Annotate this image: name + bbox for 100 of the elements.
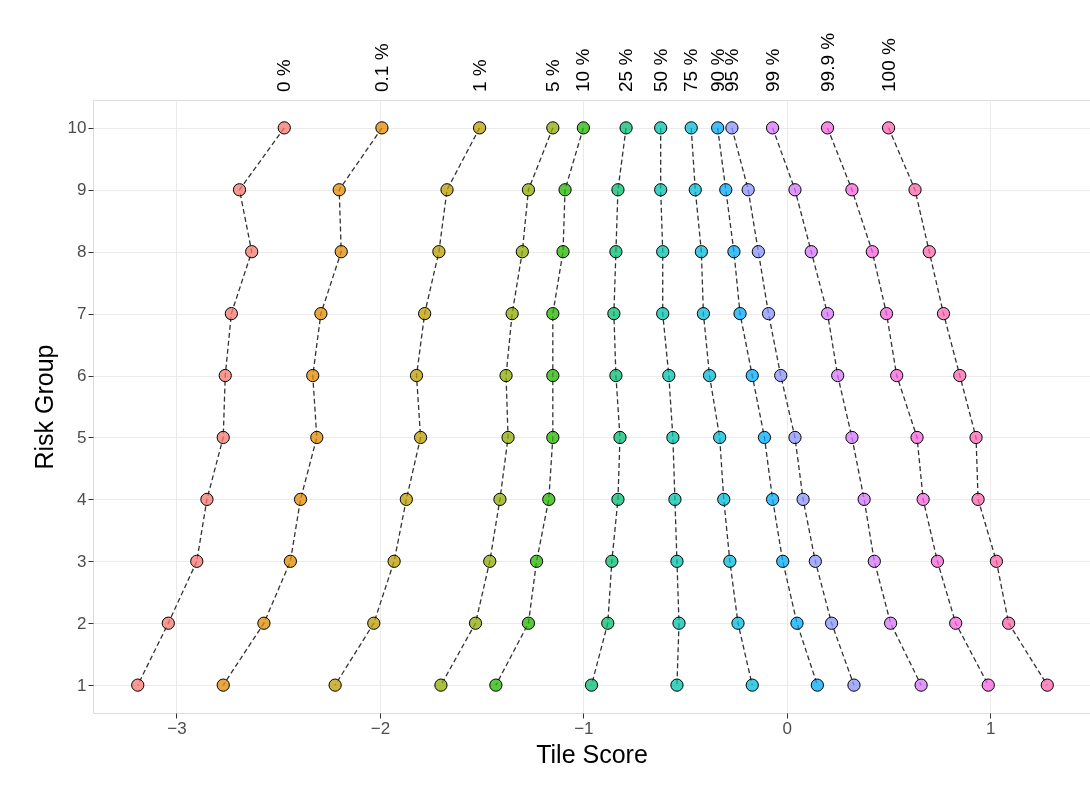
point <box>845 183 859 197</box>
text: 25 % <box>615 48 637 92</box>
point <box>601 616 615 630</box>
point <box>546 307 560 321</box>
point <box>666 430 680 445</box>
x-tick-label: −3 <box>167 718 187 738</box>
point <box>857 492 871 506</box>
point <box>328 678 342 692</box>
point <box>216 430 230 445</box>
point <box>200 492 214 506</box>
text: 5 % <box>541 59 563 92</box>
y-tick-label: 4 <box>77 489 87 509</box>
point <box>656 307 670 321</box>
point <box>922 245 936 259</box>
y-tick-label: 10 <box>67 118 87 138</box>
x-tick-label: 1 <box>986 718 996 738</box>
point <box>733 307 747 321</box>
text: 99 % <box>761 48 783 92</box>
point <box>723 554 737 568</box>
point <box>611 492 625 506</box>
text: 99.9 % <box>816 32 838 92</box>
point <box>865 245 879 259</box>
point <box>757 430 772 445</box>
point <box>971 492 985 506</box>
point <box>277 121 291 135</box>
point <box>765 492 780 506</box>
point <box>694 245 708 259</box>
point <box>717 492 731 506</box>
y-tick-label: 5 <box>77 427 87 447</box>
point <box>556 245 570 259</box>
point <box>890 368 904 383</box>
point <box>440 183 454 197</box>
point <box>468 616 483 630</box>
point <box>161 616 175 630</box>
point <box>810 678 824 692</box>
text: 50 % <box>649 48 671 92</box>
point <box>232 183 247 197</box>
point <box>788 430 802 445</box>
y-tick-label: 2 <box>77 613 87 633</box>
point <box>969 430 983 445</box>
text: 0.1 % <box>370 43 392 92</box>
point <box>529 554 544 568</box>
point <box>493 492 507 506</box>
point <box>914 678 928 692</box>
point <box>910 430 924 445</box>
point <box>656 245 670 259</box>
point <box>367 616 381 630</box>
point <box>387 554 401 568</box>
text: 75 % <box>680 48 702 92</box>
x-tick-label: −1 <box>574 718 594 738</box>
text: 10 % <box>572 48 594 92</box>
point <box>774 368 788 383</box>
point <box>190 554 204 568</box>
point <box>831 368 845 383</box>
point <box>711 121 725 135</box>
y-tick-label: 8 <box>77 242 87 262</box>
point <box>483 554 497 568</box>
point <box>668 492 682 506</box>
point <box>334 245 348 259</box>
point <box>713 430 727 445</box>
point <box>418 307 432 321</box>
point <box>731 616 745 630</box>
point <box>521 616 536 630</box>
y-tick-label: 3 <box>77 551 87 571</box>
point <box>804 245 818 259</box>
point <box>796 492 810 506</box>
point <box>936 307 951 321</box>
point <box>605 554 619 568</box>
point <box>131 678 145 692</box>
point <box>790 616 804 630</box>
point <box>745 368 759 383</box>
point <box>949 616 963 630</box>
point <box>881 121 896 135</box>
point <box>725 121 739 135</box>
point <box>546 430 560 445</box>
point <box>788 183 802 197</box>
point <box>654 183 668 197</box>
point <box>879 307 894 321</box>
point <box>314 307 328 321</box>
point <box>499 368 513 383</box>
point <box>867 554 881 568</box>
text: 1 % <box>468 59 490 92</box>
point <box>670 554 684 568</box>
point <box>245 245 259 259</box>
y-tick-label: 9 <box>77 180 87 200</box>
point <box>558 183 572 197</box>
point <box>930 554 945 568</box>
point <box>820 121 835 135</box>
point <box>546 368 560 383</box>
y-tick-label: 1 <box>77 675 87 695</box>
point <box>283 554 297 568</box>
point <box>745 678 759 692</box>
point <box>505 307 519 321</box>
point <box>1040 678 1054 692</box>
point <box>654 121 668 135</box>
point <box>916 492 930 506</box>
point <box>609 245 623 259</box>
x-tick-label: −2 <box>370 718 391 738</box>
point <box>808 554 822 568</box>
x-axis-title: Tile Score <box>536 739 648 768</box>
